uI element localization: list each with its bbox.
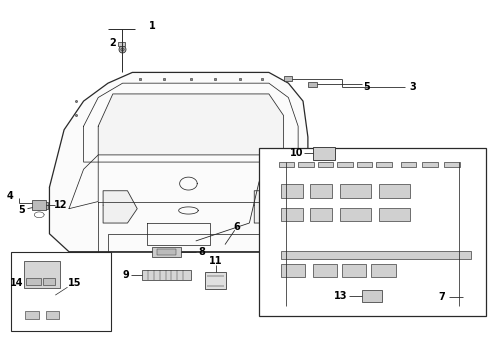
Bar <box>400 162 415 167</box>
Bar <box>370 264 395 277</box>
Bar <box>26 278 41 285</box>
Bar <box>23 261 60 288</box>
Bar <box>317 162 332 167</box>
Text: 7: 7 <box>438 292 445 302</box>
Text: 6: 6 <box>233 222 240 232</box>
Bar <box>32 201 46 211</box>
Bar <box>157 249 176 255</box>
Text: 3: 3 <box>408 82 415 93</box>
Bar <box>361 291 381 302</box>
Text: 11: 11 <box>208 256 222 266</box>
Bar <box>310 208 331 221</box>
Bar <box>298 162 313 167</box>
Bar <box>45 311 59 319</box>
Bar <box>336 162 352 167</box>
Polygon shape <box>103 191 137 223</box>
Bar <box>11 252 111 330</box>
Bar <box>339 184 370 198</box>
Bar <box>205 272 225 289</box>
Text: 12: 12 <box>54 201 67 211</box>
Text: 14: 14 <box>10 278 23 288</box>
Bar <box>25 311 39 319</box>
Text: 5: 5 <box>18 206 25 216</box>
Text: 5: 5 <box>362 82 369 92</box>
Bar <box>444 162 459 167</box>
Bar <box>43 278 55 285</box>
Text: 9: 9 <box>122 270 129 280</box>
Bar <box>378 184 409 198</box>
Bar <box>375 162 391 167</box>
Bar <box>341 264 366 277</box>
Bar <box>278 162 294 167</box>
Polygon shape <box>98 94 283 155</box>
Bar <box>142 270 190 280</box>
Polygon shape <box>254 191 283 223</box>
Bar <box>283 76 292 81</box>
Bar <box>281 251 470 259</box>
Bar <box>312 147 334 160</box>
Bar <box>312 264 336 277</box>
Bar <box>152 247 181 257</box>
Text: 4: 4 <box>7 191 14 201</box>
Bar <box>37 202 48 210</box>
Bar <box>281 264 305 277</box>
Bar <box>307 82 316 87</box>
Text: 1: 1 <box>148 21 155 31</box>
Text: 8: 8 <box>198 247 204 257</box>
Bar <box>281 184 303 198</box>
Text: 2: 2 <box>109 38 116 48</box>
Text: 13: 13 <box>334 291 347 301</box>
Bar <box>259 148 485 316</box>
Text: 15: 15 <box>68 278 81 288</box>
Bar <box>281 208 303 221</box>
Bar <box>118 42 125 45</box>
Bar <box>339 208 370 221</box>
Bar <box>378 208 409 221</box>
Bar <box>356 162 371 167</box>
Text: 10: 10 <box>290 148 303 158</box>
Polygon shape <box>49 72 307 252</box>
Bar <box>310 184 331 198</box>
Bar <box>422 162 437 167</box>
